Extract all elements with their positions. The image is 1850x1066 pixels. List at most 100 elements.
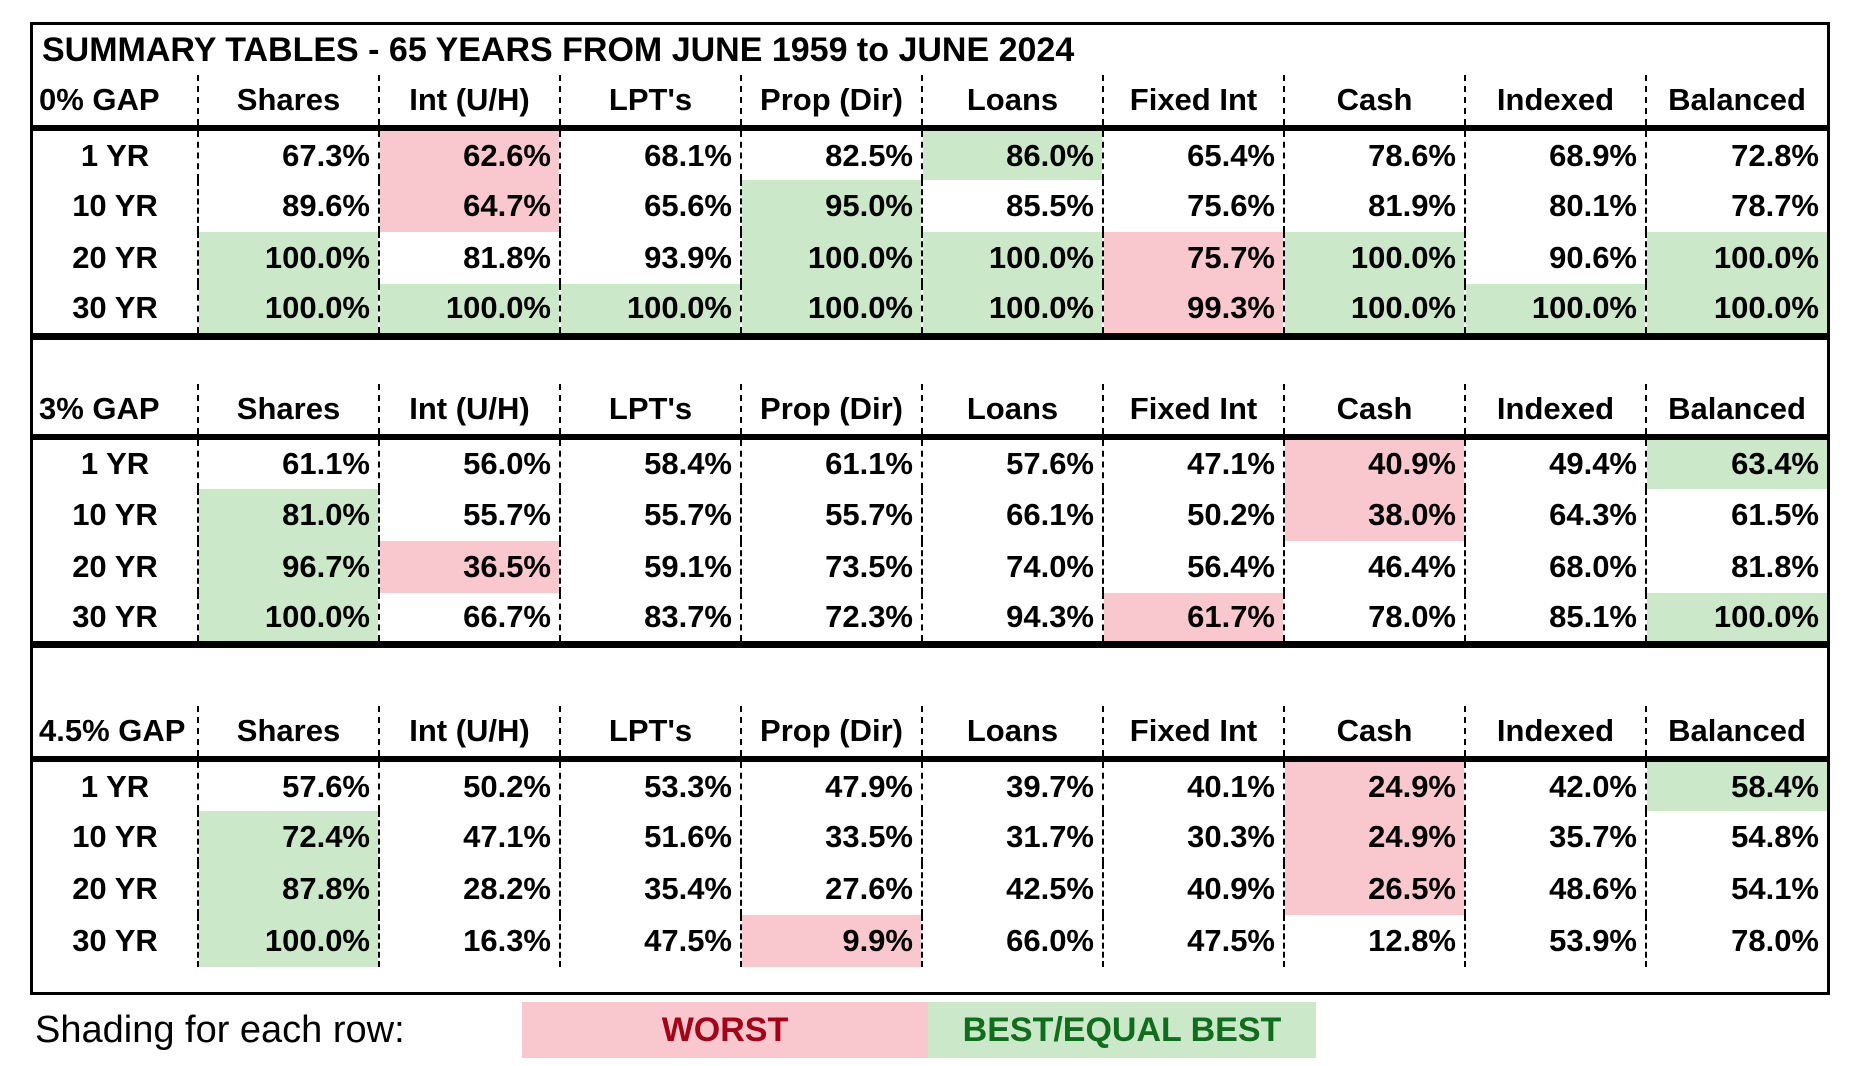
value-cell: 61.1%	[197, 436, 379, 489]
value-cell: 90.6%	[1464, 232, 1646, 284]
value-cell: 62.6%	[378, 128, 560, 180]
value-cell: 99.3%	[1102, 284, 1284, 336]
column-header: LPT's	[559, 75, 741, 131]
column-header: Balanced	[1645, 706, 1827, 762]
value-cell: 61.1%	[740, 436, 922, 489]
value-cell: 72.3%	[740, 592, 922, 645]
value-cell: 86.0%	[921, 128, 1103, 180]
value-cell: 68.0%	[1464, 540, 1646, 593]
value-cell: 100.0%	[197, 232, 379, 284]
value-cell: 100.0%	[1283, 232, 1465, 284]
value-cell: 42.5%	[921, 863, 1103, 915]
legend-label: Shading for each row:	[35, 1009, 405, 1051]
value-cell: 36.5%	[378, 540, 560, 593]
table-row: 10 YR 89.6% 64.7% 65.6% 95.0% 85.5% 75.6% 81.9%…	[33, 180, 1827, 232]
value-cell: 72.4%	[197, 811, 379, 863]
column-header: Int (U/H)	[378, 75, 560, 131]
row-label: 20 YR	[72, 548, 158, 584]
value-cell: 66.1%	[921, 488, 1103, 541]
column-header: LPT's	[559, 706, 741, 762]
value-cell: 58.4%	[1645, 759, 1827, 811]
value-cell: 78.0%	[1283, 592, 1465, 645]
value-cell: 47.9%	[740, 759, 922, 811]
value-cell: 55.7%	[740, 488, 922, 541]
table-row: 10 YR 72.4% 47.1% 51.6% 33.5% 31.7% 30.3% 24.9%…	[33, 811, 1827, 863]
table-row: 10 YR 81.0% 55.7% 55.7% 55.7% 66.1% 50.2% 38.0%…	[33, 488, 1827, 541]
table-row: 20 YR 100.0% 81.8% 93.9% 100.0% 100.0% 75.7% 10…	[33, 232, 1827, 284]
value-cell: 55.7%	[559, 488, 741, 541]
column-header: Loans	[921, 383, 1103, 440]
value-cell: 75.7%	[1102, 232, 1284, 284]
gap-label: 3% GAP	[33, 383, 198, 440]
column-header: Fixed Int	[1102, 706, 1284, 762]
column-header: Indexed	[1464, 383, 1646, 440]
value-cell: 26.5%	[1283, 863, 1465, 915]
table-row: 20 YR 96.7% 36.5% 59.1% 73.5% 74.0% 56.4% 46.4%…	[33, 540, 1827, 593]
column-header: Prop (Dir)	[740, 383, 922, 440]
table-spacer	[33, 340, 1827, 384]
value-cell: 100.0%	[197, 915, 379, 967]
value-cell: 66.7%	[378, 592, 560, 645]
value-cell: 100.0%	[921, 284, 1103, 336]
header-row: 4.5% GAP Shares Int (U/H) LPT's Prop (Dir) Lo…	[33, 706, 1827, 762]
value-cell: 66.0%	[921, 915, 1103, 967]
value-cell: 100.0%	[559, 284, 741, 336]
value-cell: 38.0%	[1283, 488, 1465, 541]
value-cell: 63.4%	[1645, 436, 1827, 489]
table-row: 30 YR 100.0% 16.3% 47.5% 9.9% 66.0% 47.5% 12.8%…	[33, 915, 1827, 967]
column-header: Shares	[197, 383, 379, 440]
value-cell: 48.6%	[1464, 863, 1646, 915]
value-cell: 12.8%	[1283, 915, 1465, 967]
table-row: 30 YR 100.0% 66.7% 83.7% 72.3% 94.3% 61.7% 78.0…	[33, 592, 1827, 645]
column-header: Cash	[1283, 383, 1465, 440]
value-cell: 100.0%	[1645, 232, 1827, 284]
value-cell: 47.5%	[1102, 915, 1284, 967]
column-header: Shares	[197, 706, 379, 762]
row-label: 30 YR	[72, 290, 158, 326]
value-cell: 100.0%	[740, 232, 922, 284]
value-cell: 51.6%	[559, 811, 741, 863]
column-header: Balanced	[1645, 75, 1827, 131]
row-label: 20 YR	[72, 871, 158, 906]
value-cell: 75.6%	[1102, 180, 1284, 232]
value-cell: 65.4%	[1102, 128, 1284, 180]
value-cell: 93.9%	[559, 232, 741, 284]
column-header: Indexed	[1464, 75, 1646, 131]
value-cell: 81.9%	[1283, 180, 1465, 232]
gap-table-3pct: 3% GAP Shares Int (U/H) LPT's Prop (Dir) Loan…	[33, 383, 1827, 648]
value-cell: 31.7%	[921, 811, 1103, 863]
column-header: Cash	[1283, 706, 1465, 762]
row-label: 30 YR	[72, 923, 158, 958]
column-header: Shares	[197, 75, 379, 131]
value-cell: 72.8%	[1645, 128, 1827, 180]
row-label: 1 YR	[80, 137, 150, 173]
column-header: LPT's	[559, 383, 741, 440]
row-label: 1 YR	[80, 446, 150, 481]
table-row: 1 YR 67.3% 62.6% 68.1% 82.5% 86.0% 65.4% 78.6% 6…	[33, 128, 1827, 180]
value-cell: 57.6%	[197, 759, 379, 811]
value-cell: 50.2%	[1102, 488, 1284, 541]
value-cell: 74.0%	[921, 540, 1103, 593]
gap-label: 4.5% GAP	[33, 706, 198, 762]
value-cell: 100.0%	[378, 284, 560, 336]
value-cell: 53.3%	[559, 759, 741, 811]
value-cell: 82.5%	[740, 128, 922, 180]
value-cell: 33.5%	[740, 811, 922, 863]
value-cell: 94.3%	[921, 592, 1103, 645]
value-cell: 96.7%	[197, 540, 379, 593]
value-cell: 100.0%	[197, 592, 379, 645]
shading-legend: Shading for each row: WORST BEST/EQUAL B…	[35, 1002, 1316, 1058]
row-label: 1 YR	[80, 768, 150, 804]
value-cell: 35.7%	[1464, 811, 1646, 863]
value-cell: 61.7%	[1102, 592, 1284, 645]
value-cell: 78.0%	[1645, 915, 1827, 967]
value-cell: 55.7%	[378, 488, 560, 541]
value-cell: 54.8%	[1645, 811, 1827, 863]
value-cell: 100.0%	[1645, 284, 1827, 336]
table-row: 1 YR 57.6% 50.2% 53.3% 47.9% 39.7% 40.1% 24.9% 4…	[33, 759, 1827, 811]
value-cell: 9.9%	[740, 915, 922, 967]
value-cell: 30.3%	[1102, 811, 1284, 863]
value-cell: 64.7%	[378, 180, 560, 232]
value-cell: 46.4%	[1283, 540, 1465, 593]
column-header: Loans	[921, 706, 1103, 762]
